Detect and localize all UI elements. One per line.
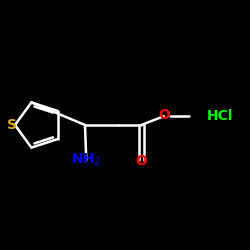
Text: O: O bbox=[158, 108, 170, 122]
Text: HCl: HCl bbox=[207, 109, 233, 123]
Text: NH$_2$: NH$_2$ bbox=[71, 152, 101, 168]
Text: S: S bbox=[7, 118, 17, 132]
Text: O: O bbox=[135, 154, 147, 168]
